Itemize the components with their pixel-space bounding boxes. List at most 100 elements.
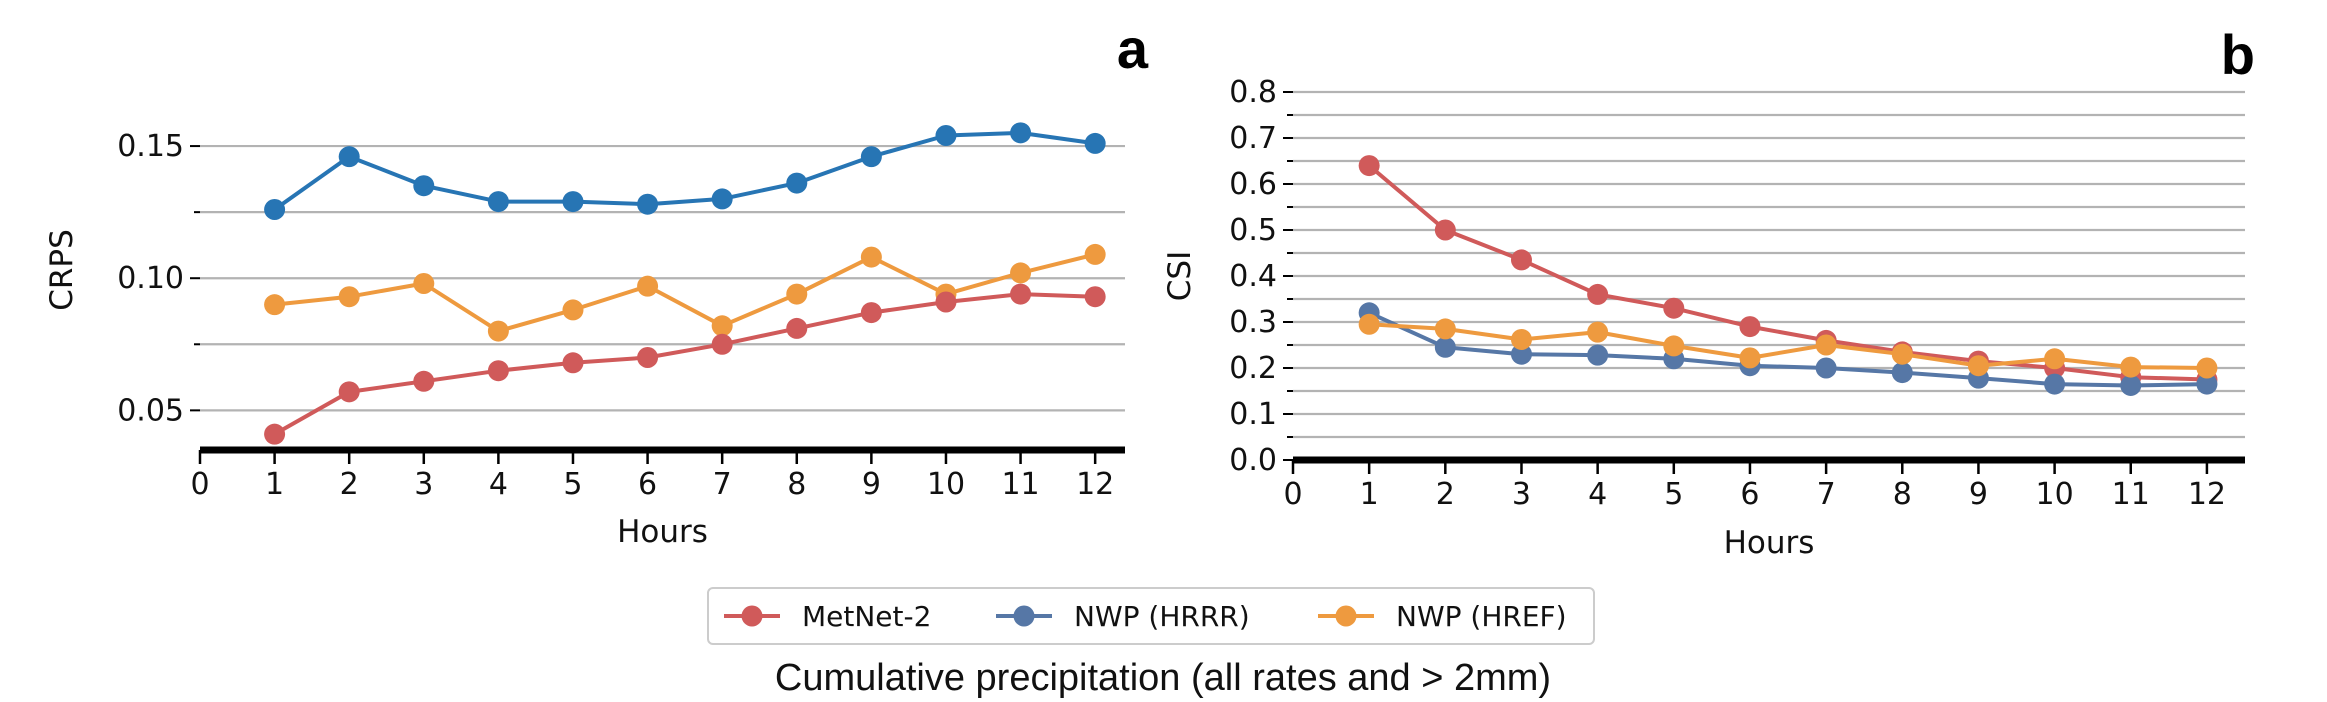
panel-a-data-point bbox=[711, 188, 733, 210]
panel-a-series-line bbox=[273, 292, 1096, 436]
panel-a-data-point bbox=[1010, 122, 1032, 144]
panel-a-data-point bbox=[860, 246, 882, 268]
panel-b: 0.00.10.20.30.40.50.60.70.80 1 2 3 4 5 6 7 8 9 10 1… bbox=[1162, 75, 2245, 561]
panel-b-series-1 bbox=[1358, 302, 2218, 396]
panel-a-grid bbox=[200, 144, 1125, 412]
panel-a-xtick-label: 12 bbox=[1076, 467, 1114, 502]
panel-b-data-point bbox=[1587, 321, 1609, 343]
panel-a-data-point bbox=[711, 315, 733, 337]
panel-a-data-point bbox=[338, 286, 360, 308]
panel-a-xtick-label: 4 bbox=[489, 467, 508, 502]
legend-swatch-marker bbox=[1335, 605, 1357, 627]
panel-a-data-point bbox=[711, 333, 733, 355]
panel-a-xtick-label: 10 bbox=[927, 467, 965, 502]
panel-a-data-point bbox=[1084, 243, 1106, 265]
panel-b-data-point bbox=[1434, 318, 1456, 340]
panel-a-xtick-label: 9 bbox=[862, 467, 881, 502]
panel-a-series-line bbox=[274, 252, 1096, 334]
panel-b-letter: b bbox=[2221, 23, 2255, 86]
legend-item: NWP (HREF) bbox=[1318, 600, 1567, 633]
panel-a-data-point bbox=[1010, 262, 1032, 284]
panel-a-xtick-label: 0 bbox=[190, 467, 209, 502]
panel-b-xtick-label: 1 bbox=[1360, 477, 1379, 512]
panel-a-ytick-label: 0.05 bbox=[117, 393, 184, 428]
panel-b-data-point bbox=[2196, 373, 2218, 395]
panel-b-data-point bbox=[1815, 334, 1837, 356]
panel-a-data-point bbox=[338, 381, 360, 403]
panel-b-data-point bbox=[2196, 357, 2218, 379]
panel-a-data-point bbox=[1084, 286, 1106, 308]
panel-b-data-point bbox=[1358, 313, 1380, 335]
panel-b-xtick-label: 4 bbox=[1588, 477, 1607, 512]
panel-a-ytick-label: 0.15 bbox=[117, 129, 184, 164]
legend-item: MetNet-2 bbox=[724, 600, 931, 633]
panel-a-data-point bbox=[487, 191, 509, 213]
panel-a-xtick-label: 5 bbox=[563, 467, 582, 502]
panel-a-xtick-label: 3 bbox=[414, 467, 433, 502]
panel-a-series-1 bbox=[264, 243, 1106, 342]
panel-b-data-point bbox=[1510, 328, 1532, 350]
panel-b-data-point bbox=[1587, 344, 1609, 366]
panel-b-xtick-label: 8 bbox=[1893, 477, 1912, 512]
panel-a-letter: a bbox=[1117, 17, 1149, 80]
panel-a-data-point bbox=[637, 193, 659, 215]
panel-b-ytick-label: 0.1 bbox=[1229, 397, 1277, 432]
panel-b-xtick-label: 6 bbox=[1740, 477, 1759, 512]
legend-swatch-marker bbox=[741, 605, 763, 627]
panel-b-ytick-label: 0.6 bbox=[1229, 167, 1277, 202]
panel-b-data-point bbox=[1434, 219, 1456, 241]
panel-b-xtick-label: 9 bbox=[1969, 477, 1988, 512]
panel-b-data-point bbox=[1815, 357, 1837, 379]
panel-b-data-point bbox=[1663, 297, 1685, 319]
panel-a-data-point bbox=[562, 191, 584, 213]
panel-b-xtick-label: 10 bbox=[2036, 477, 2074, 512]
panel-b-data-point bbox=[1434, 336, 1456, 358]
panel-a-data-point bbox=[413, 175, 435, 197]
legend-swatch-marker bbox=[1013, 605, 1035, 627]
panel-b-ytick-label: 0.7 bbox=[1229, 121, 1277, 156]
panel-a-xtick-label: 11 bbox=[1001, 467, 1039, 502]
panel-a-data-point bbox=[935, 291, 957, 313]
panel-b-ytick-label: 0.8 bbox=[1229, 75, 1277, 110]
panel-a-data-point bbox=[1084, 132, 1106, 154]
panel-b-xtick-label: 12 bbox=[2188, 477, 2226, 512]
panel-a-ytick-label: 0.10 bbox=[117, 261, 184, 296]
panel-a-data-point bbox=[264, 423, 286, 445]
panel-a-series-0 bbox=[264, 122, 1106, 220]
panel-b-data-point bbox=[1739, 347, 1761, 369]
panel-b-xtick-label: 0 bbox=[1283, 477, 1302, 512]
panel-a-data-point bbox=[860, 302, 882, 324]
panel-b-series-2 bbox=[1358, 313, 2218, 379]
panel-a-data-point bbox=[562, 352, 584, 374]
legend-label: MetNet-2 bbox=[802, 600, 931, 633]
panel-b-ytick-label: 0.4 bbox=[1229, 259, 1277, 294]
panel-a-xlabel: Hours bbox=[617, 514, 708, 550]
panel-b-data-point bbox=[1967, 355, 1989, 377]
panel-b-series-0 bbox=[1358, 155, 2218, 390]
panel-a-ylabel: CRPS bbox=[44, 229, 80, 311]
panel-a-data-point bbox=[935, 125, 957, 146]
panel-b-ytick-label: 0.5 bbox=[1229, 213, 1277, 248]
figure-caption: Cumulative precipitation (all rates and … bbox=[775, 657, 1551, 699]
panel-b-data-point bbox=[1510, 249, 1532, 271]
legend-label: NWP (HRRR) bbox=[1074, 600, 1250, 633]
legend: MetNet-2 NWP (HRRR) NWP (HREF) bbox=[707, 587, 1595, 645]
panel-b-ytick-label: 0.0 bbox=[1229, 443, 1277, 478]
panel-a-data-point bbox=[562, 299, 584, 321]
panel-a-data-point bbox=[786, 317, 808, 339]
panel-b-data-point bbox=[2044, 348, 2066, 370]
panel-a-data-point bbox=[264, 199, 286, 220]
panel-a-data-point bbox=[487, 320, 509, 342]
legend-label: NWP (HREF) bbox=[1396, 600, 1567, 633]
panel-a-xtick-label: 8 bbox=[787, 467, 806, 502]
panel-a-data-point bbox=[637, 347, 659, 368]
panel-b-data-point bbox=[1891, 343, 1913, 365]
panel-a-data-point bbox=[487, 360, 509, 382]
panel-a-xtick-label: 7 bbox=[713, 467, 732, 502]
panel-b-data-point bbox=[1587, 283, 1609, 305]
legend-item: NWP (HRRR) bbox=[996, 600, 1250, 633]
panel-a-xtick-label: 2 bbox=[340, 467, 359, 502]
panel-b-xtick-label: 7 bbox=[1817, 477, 1836, 512]
panel-b-xlabel: Hours bbox=[1724, 525, 1815, 561]
